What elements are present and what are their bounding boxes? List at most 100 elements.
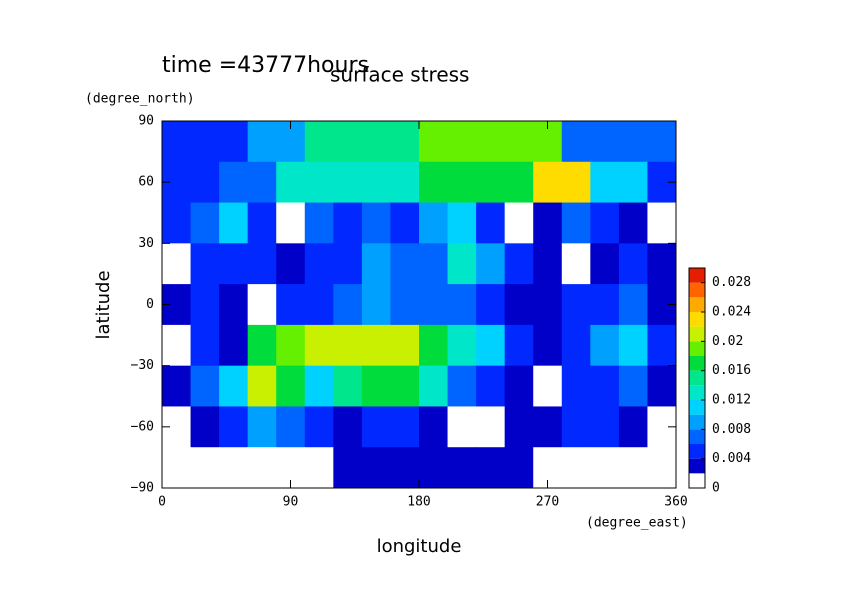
cell: [447, 406, 477, 448]
colorbar-segment: [689, 341, 705, 356]
cell: [190, 202, 220, 244]
y-tick-label: −30: [131, 358, 154, 373]
cell: [590, 202, 620, 244]
cell: [276, 284, 306, 326]
cell: [504, 284, 534, 326]
cell: [476, 365, 506, 407]
cell: [533, 406, 563, 448]
cell: [590, 365, 620, 407]
colorbar-segment: [689, 268, 705, 283]
cell: [533, 161, 563, 204]
x-tick-label: 270: [536, 495, 559, 510]
cell: [162, 365, 192, 407]
y-unit: (degree_north): [85, 92, 195, 107]
cell: [447, 161, 477, 204]
cell: [247, 365, 277, 407]
colorbar-segment: [689, 444, 705, 459]
cell: [618, 447, 648, 488]
colorbar-segment: [689, 282, 705, 298]
cell: [304, 365, 334, 407]
cell: [162, 243, 192, 285]
cell: [162, 324, 192, 367]
cell: [219, 406, 249, 448]
cell: [219, 121, 249, 163]
x-tick-label: 180: [407, 495, 430, 510]
cell: [361, 324, 391, 367]
y-tick-label: 0: [146, 297, 154, 312]
cell: [533, 365, 563, 407]
cell: [361, 243, 391, 285]
cell: [333, 365, 363, 407]
cell: [476, 161, 506, 204]
cell: [276, 202, 306, 244]
colorbar-frame: [688, 267, 706, 489]
cell: [390, 161, 420, 204]
chart-subtitle: time =43777hours: [162, 53, 369, 78]
cell: [504, 365, 534, 407]
cell: [419, 406, 449, 448]
cell: [304, 161, 334, 204]
cell: [419, 284, 449, 326]
cell: [390, 284, 420, 326]
colorbar-segment: [689, 370, 705, 386]
cell: [304, 202, 334, 244]
cell: [219, 202, 249, 244]
cell: [276, 161, 306, 204]
cell: [419, 202, 449, 244]
cell: [590, 324, 620, 367]
cell: [476, 447, 506, 488]
colorbar-segment: [689, 400, 705, 415]
y-tick-label: 30: [138, 236, 154, 251]
cell: [247, 284, 277, 326]
cell: [476, 243, 506, 285]
cell: [504, 324, 534, 367]
colorbar-segment: [689, 312, 705, 327]
colorbar-segment: [689, 458, 705, 474]
colorbar-tick-label: 0.028: [712, 275, 751, 290]
cell: [190, 161, 220, 204]
cell: [333, 161, 363, 204]
cell: [447, 447, 477, 488]
cell: [419, 365, 449, 407]
cell: [333, 202, 363, 244]
cell: [533, 202, 563, 244]
cell: [304, 447, 334, 488]
cell: [247, 202, 277, 244]
cell: [304, 284, 334, 326]
cell: [333, 243, 363, 285]
cell: [504, 243, 534, 285]
cell: [504, 202, 534, 244]
cell: [476, 121, 506, 163]
cell: [447, 202, 477, 244]
cell: [419, 243, 449, 285]
cell: [247, 161, 277, 204]
cell: [247, 121, 277, 163]
cell: [533, 243, 563, 285]
cell: [390, 202, 420, 244]
colorbar-tick-label: 0.004: [712, 451, 751, 466]
cell: [219, 365, 249, 407]
cell: [190, 284, 220, 326]
cell: [590, 243, 620, 285]
colorbar-segment: [689, 297, 705, 312]
cell: [333, 324, 363, 367]
cell: [361, 365, 391, 407]
cell: [590, 284, 620, 326]
cell: [276, 324, 306, 367]
cell: [618, 121, 648, 163]
cell: [561, 447, 591, 488]
cell: [618, 284, 648, 326]
cell: [504, 161, 534, 204]
cell: [447, 365, 477, 407]
cell: [561, 243, 591, 285]
cell: [361, 121, 391, 163]
cell: [647, 243, 676, 285]
cell: [618, 243, 648, 285]
cell: [390, 447, 420, 488]
y-tick-label: −90: [131, 481, 154, 496]
cell: [419, 121, 449, 163]
cell: [390, 406, 420, 448]
chart-title: surface stress: [330, 63, 469, 87]
colorbar-segment: [689, 385, 705, 400]
